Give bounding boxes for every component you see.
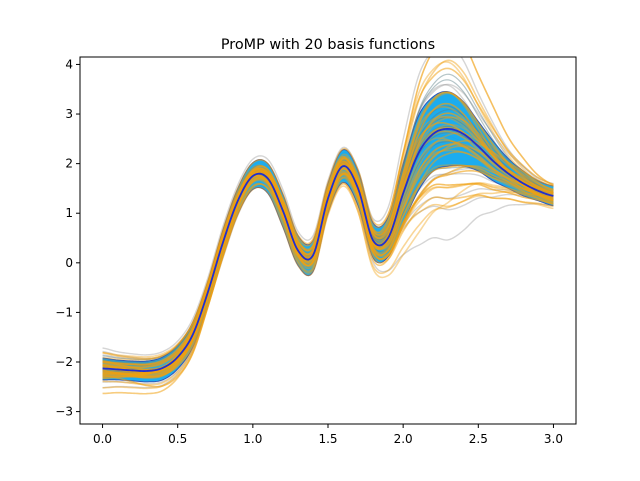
- x-tick-label: 0.0: [93, 432, 112, 446]
- y-tick-label: 2: [65, 157, 73, 171]
- x-tick-label: 0.5: [168, 432, 187, 446]
- x-tick-label: 3.0: [544, 432, 563, 446]
- plot-area: [102, 57, 554, 395]
- y-tick-label: −1: [55, 305, 73, 319]
- y-tick-label: 0: [65, 256, 73, 270]
- axes: 0.0 0.5 1.0 1.5 2.0 2.5 3.0 −3 −2 −1 0 1 2 3 4: [55, 56, 577, 446]
- sample-trajectory: [102, 102, 554, 380]
- sample-trajectory: [102, 67, 554, 360]
- x-tick-label: 2.0: [394, 432, 413, 446]
- y-tick-label: −2: [55, 355, 73, 369]
- sample-trajectory: [102, 151, 554, 395]
- y-tick-label: −3: [55, 405, 73, 419]
- x-tick-label: 1.0: [243, 432, 262, 446]
- std-band: [102, 91, 554, 382]
- x-tick-label: 1.5: [318, 432, 337, 446]
- y-tick-label: 4: [65, 57, 73, 71]
- chart-title: ProMP with 20 basis functions: [221, 37, 435, 53]
- x-tick-label: 2.5: [469, 432, 488, 446]
- mean-line: [102, 128, 554, 372]
- sample-trajectory: [102, 139, 554, 388]
- y-tick-label: 3: [65, 107, 73, 121]
- y-tick-label: 1: [65, 206, 73, 220]
